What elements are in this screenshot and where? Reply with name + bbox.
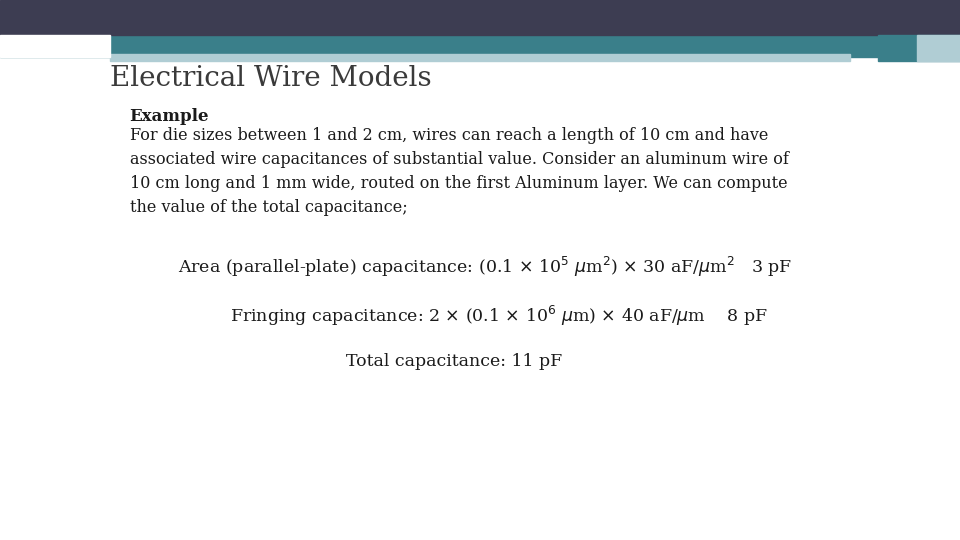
Text: Electrical Wire Models: Electrical Wire Models	[110, 65, 432, 92]
Text: For die sizes between 1 and 2 cm, wires can reach a length of 10 cm and have
ass: For die sizes between 1 and 2 cm, wires …	[130, 127, 788, 217]
Text: Total capacitance: 11 pF: Total capacitance: 11 pF	[346, 353, 562, 370]
Text: Fringing capacitance: 2 $\times$ (0.1 $\times$ 10$^6$ $\mu$m) $\times$ 40 aF/$\m: Fringing capacitance: 2 $\times$ (0.1 $\…	[230, 304, 768, 328]
Text: Example: Example	[130, 108, 209, 125]
Text: Area (parallel-plate) capacitance: (0.1 $\times$ 10$^5$ $\mu$m$^2$) $\times$ 30 : Area (parallel-plate) capacitance: (0.1 …	[178, 255, 792, 279]
